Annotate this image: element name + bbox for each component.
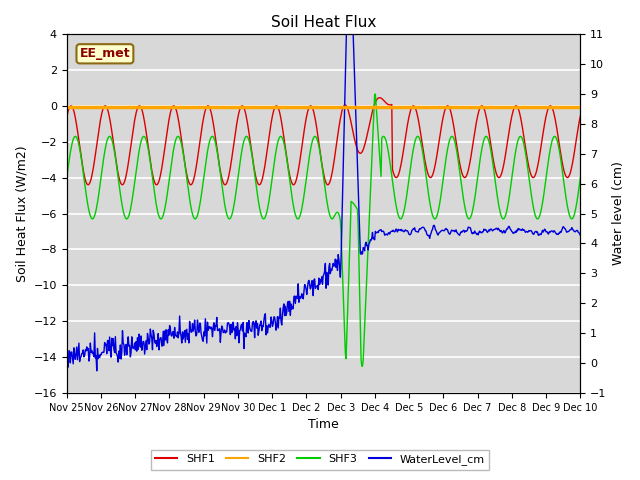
Legend: SHF1, SHF2, SHF3, WaterLevel_cm: SHF1, SHF2, SHF3, WaterLevel_cm: [151, 450, 489, 469]
X-axis label: Time: Time: [308, 419, 339, 432]
Y-axis label: Soil Heat Flux (W/m2): Soil Heat Flux (W/m2): [15, 145, 28, 282]
Y-axis label: Water level (cm): Water level (cm): [612, 162, 625, 265]
Text: EE_met: EE_met: [79, 48, 131, 60]
Title: Soil Heat Flux: Soil Heat Flux: [271, 15, 376, 30]
